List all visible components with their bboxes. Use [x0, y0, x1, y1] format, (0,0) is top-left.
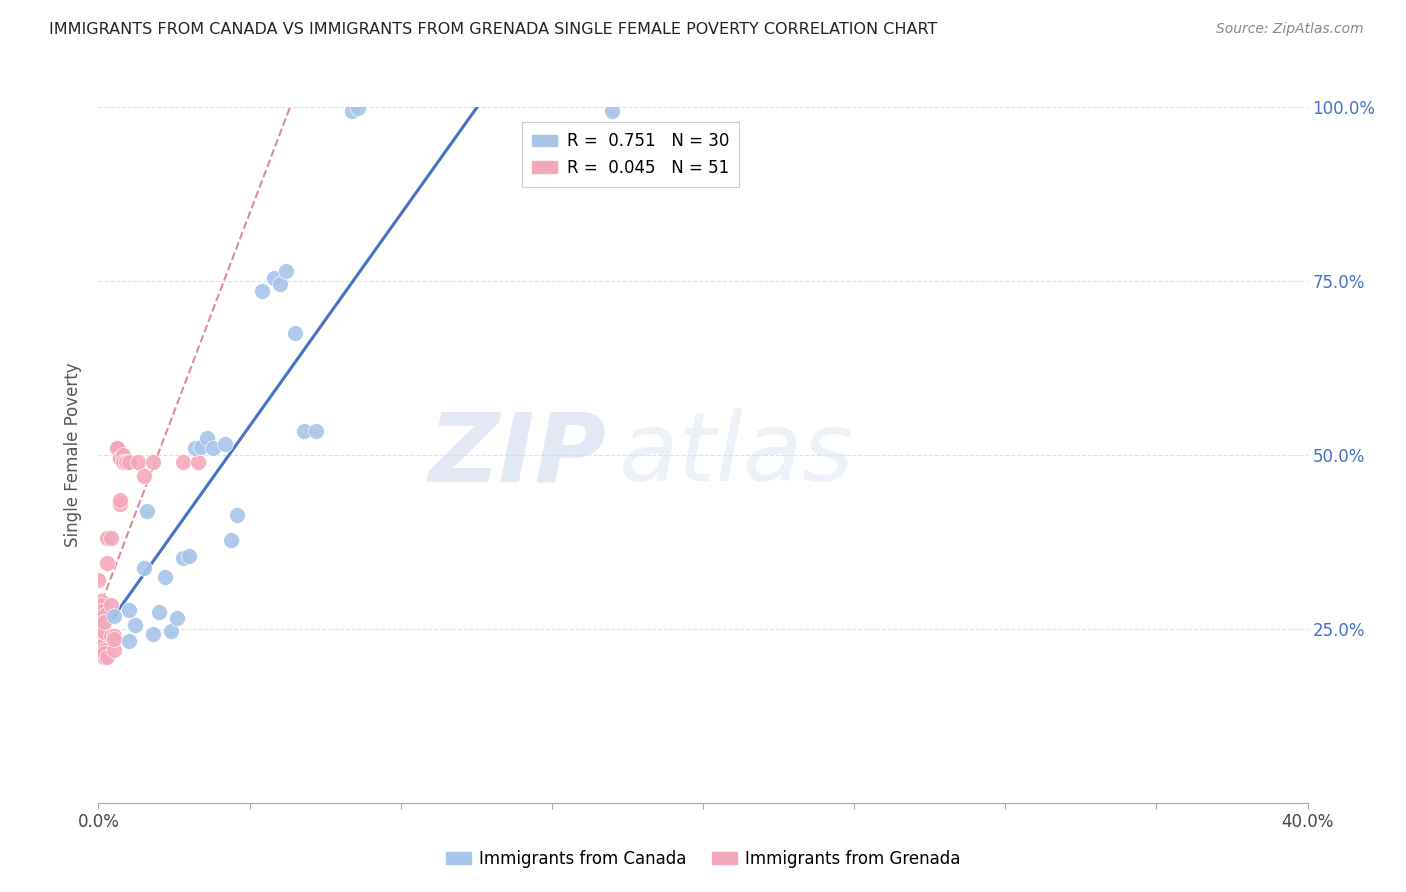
Point: [124, 617, 146, 632]
Point: [114, 455, 136, 469]
Point: [132, 561, 155, 575]
Text: ZIP: ZIP: [429, 409, 606, 501]
Point: [132, 468, 155, 483]
Point: [100, 598, 122, 612]
Text: IMMIGRANTS FROM CANADA VS IMMIGRANTS FROM GRENADA SINGLE FEMALE POVERTY CORRELAT: IMMIGRANTS FROM CANADA VS IMMIGRANTS FRO…: [49, 22, 938, 37]
Point: [93, 607, 115, 622]
Point: [221, 533, 243, 548]
Text: atlas: atlas: [619, 409, 853, 501]
Point: [166, 611, 188, 625]
Point: [202, 441, 225, 455]
Point: [263, 270, 285, 285]
Point: [103, 632, 125, 647]
Point: [90, 615, 112, 629]
Point: [90, 615, 112, 629]
Point: [148, 605, 170, 619]
Point: [96, 556, 118, 570]
Point: [90, 611, 112, 625]
Point: [160, 624, 183, 638]
Point: [111, 448, 134, 462]
Point: [190, 440, 212, 454]
Point: [93, 615, 115, 629]
Point: [90, 615, 112, 629]
Point: [108, 451, 131, 466]
Point: [87, 598, 110, 612]
Legend: R =  0.751   N = 30, R =  0.045   N = 51: R = 0.751 N = 30, R = 0.045 N = 51: [522, 122, 740, 186]
Point: [90, 625, 112, 640]
Point: [90, 611, 112, 625]
Point: [602, 103, 624, 118]
Point: [127, 455, 149, 469]
Point: [90, 598, 112, 612]
Point: [269, 277, 291, 292]
Point: [93, 649, 115, 664]
Point: [93, 625, 115, 640]
Point: [93, 642, 115, 657]
Point: [90, 607, 112, 622]
Point: [90, 607, 112, 622]
Point: [184, 441, 207, 455]
Point: [142, 627, 165, 641]
Point: [105, 441, 128, 455]
Point: [195, 431, 218, 445]
Point: [153, 570, 176, 584]
Point: [90, 632, 112, 647]
Point: [93, 646, 115, 660]
Point: [105, 441, 128, 455]
Point: [111, 455, 134, 469]
Point: [90, 639, 112, 653]
Point: [118, 455, 141, 469]
Point: [118, 634, 141, 648]
Point: [342, 103, 364, 118]
Point: [172, 550, 194, 565]
Point: [96, 649, 118, 664]
Point: [103, 609, 125, 624]
Point: [87, 573, 110, 587]
Point: [90, 605, 112, 619]
Point: [90, 615, 112, 629]
Point: [96, 532, 118, 546]
Point: [284, 326, 307, 340]
Point: [114, 455, 136, 469]
Point: [179, 549, 201, 563]
Point: [103, 642, 125, 657]
Point: [274, 263, 297, 277]
Point: [87, 618, 110, 632]
Point: [187, 455, 209, 469]
Point: [108, 497, 131, 511]
Point: [172, 455, 194, 469]
Point: [250, 285, 273, 299]
Point: [135, 504, 157, 518]
Text: Source: ZipAtlas.com: Source: ZipAtlas.com: [1216, 22, 1364, 37]
Point: [93, 615, 115, 629]
Point: [103, 629, 125, 643]
Point: [347, 102, 370, 116]
Point: [214, 437, 236, 451]
Point: [108, 451, 131, 466]
Legend: Immigrants from Canada, Immigrants from Grenada: Immigrants from Canada, Immigrants from …: [439, 844, 967, 875]
Point: [292, 424, 315, 438]
Y-axis label: Single Female Poverty: Single Female Poverty: [65, 363, 83, 547]
Point: [93, 625, 115, 640]
Point: [100, 532, 122, 546]
Point: [100, 629, 122, 643]
Point: [108, 493, 131, 508]
Point: [118, 603, 141, 617]
Point: [226, 508, 249, 523]
Point: [305, 424, 328, 438]
Point: [90, 594, 112, 608]
Point: [142, 455, 165, 469]
Point: [87, 611, 110, 625]
